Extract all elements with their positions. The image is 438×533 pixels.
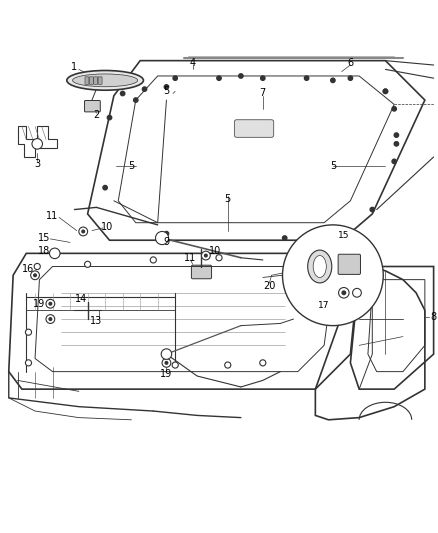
Text: 5: 5: [225, 193, 231, 204]
Text: 15: 15: [338, 231, 350, 240]
Circle shape: [49, 302, 52, 305]
FancyBboxPatch shape: [98, 77, 102, 84]
Text: 1: 1: [71, 62, 78, 72]
Circle shape: [142, 87, 147, 91]
Text: 19: 19: [33, 298, 46, 309]
Circle shape: [31, 271, 39, 280]
Text: 20: 20: [263, 281, 276, 291]
Text: 17: 17: [318, 302, 330, 310]
Text: 14: 14: [75, 294, 87, 304]
Text: 3: 3: [34, 159, 40, 168]
FancyBboxPatch shape: [89, 77, 93, 84]
FancyBboxPatch shape: [94, 77, 98, 84]
Text: 8: 8: [431, 312, 437, 322]
Ellipse shape: [67, 70, 143, 90]
Ellipse shape: [73, 74, 138, 87]
Circle shape: [239, 74, 243, 78]
Circle shape: [331, 78, 335, 83]
Circle shape: [394, 142, 399, 146]
Text: 18: 18: [38, 246, 50, 256]
Circle shape: [107, 115, 112, 120]
Circle shape: [201, 251, 210, 260]
Circle shape: [205, 254, 207, 257]
Text: 16: 16: [22, 264, 35, 273]
Circle shape: [34, 274, 36, 277]
FancyBboxPatch shape: [85, 101, 100, 112]
Circle shape: [353, 288, 361, 297]
Ellipse shape: [307, 250, 332, 283]
FancyBboxPatch shape: [234, 120, 274, 138]
Circle shape: [261, 76, 265, 80]
Circle shape: [342, 291, 346, 295]
Circle shape: [34, 263, 40, 270]
Circle shape: [32, 139, 42, 149]
Text: 9: 9: [163, 237, 170, 247]
Circle shape: [383, 89, 388, 93]
Circle shape: [79, 227, 88, 236]
Circle shape: [348, 76, 353, 80]
Circle shape: [260, 360, 266, 366]
Text: 5: 5: [163, 86, 170, 96]
Text: 11: 11: [184, 253, 197, 263]
Text: 10: 10: [101, 222, 113, 232]
Circle shape: [49, 318, 52, 320]
Circle shape: [120, 91, 125, 96]
FancyBboxPatch shape: [338, 254, 360, 274]
Circle shape: [225, 362, 231, 368]
FancyBboxPatch shape: [191, 265, 212, 279]
Text: 2: 2: [93, 110, 99, 120]
Text: 5: 5: [330, 161, 336, 171]
Circle shape: [164, 85, 169, 89]
Text: 7: 7: [260, 88, 266, 99]
Circle shape: [103, 185, 107, 190]
Circle shape: [394, 133, 399, 138]
Circle shape: [162, 359, 171, 367]
Circle shape: [304, 76, 309, 80]
Circle shape: [134, 98, 138, 102]
Ellipse shape: [313, 255, 326, 278]
Circle shape: [164, 231, 169, 236]
Circle shape: [165, 361, 168, 364]
Circle shape: [46, 314, 55, 324]
Circle shape: [370, 207, 374, 212]
Circle shape: [392, 107, 396, 111]
Circle shape: [82, 230, 85, 233]
Text: 6: 6: [347, 58, 353, 68]
Circle shape: [150, 257, 156, 263]
Text: 19: 19: [160, 369, 173, 379]
Circle shape: [173, 76, 177, 80]
Text: 5: 5: [128, 161, 134, 171]
Circle shape: [25, 360, 32, 366]
Circle shape: [392, 159, 396, 164]
Circle shape: [339, 287, 349, 298]
Circle shape: [161, 349, 172, 359]
Circle shape: [85, 261, 91, 268]
Circle shape: [383, 89, 388, 93]
Circle shape: [25, 329, 32, 335]
Text: 4: 4: [190, 58, 196, 68]
Circle shape: [49, 248, 60, 259]
Circle shape: [172, 362, 178, 368]
Text: 11: 11: [46, 211, 59, 221]
Circle shape: [283, 225, 383, 326]
Circle shape: [216, 255, 222, 261]
Circle shape: [155, 231, 169, 245]
Circle shape: [217, 76, 221, 80]
FancyBboxPatch shape: [85, 77, 89, 84]
Text: 10: 10: [208, 246, 221, 256]
Text: 15: 15: [38, 233, 50, 243]
Text: 13: 13: [90, 316, 102, 326]
Circle shape: [283, 236, 287, 240]
Circle shape: [46, 300, 55, 308]
